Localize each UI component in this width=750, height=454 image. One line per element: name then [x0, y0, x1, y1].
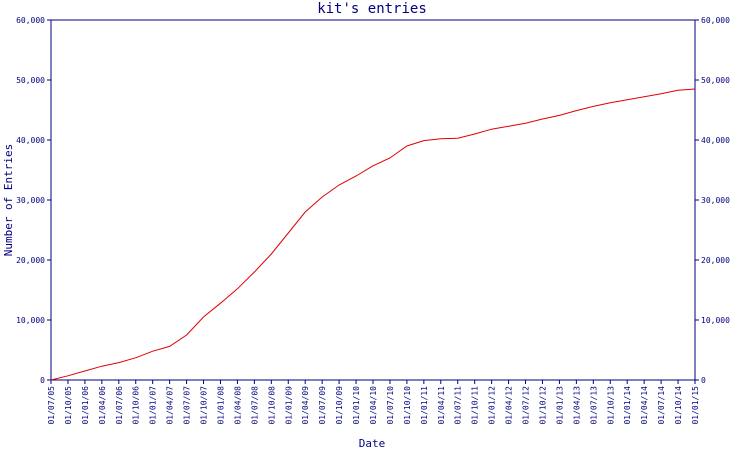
x-tick-label: 01/01/06: [81, 386, 90, 425]
x-tick-label: 01/04/09: [301, 386, 310, 425]
series-line: [50, 88, 696, 381]
plot-frame: [50, 19, 696, 381]
y-tick-label-right: 50,000: [701, 76, 730, 85]
x-tick-label: 01/04/06: [98, 386, 107, 425]
y-tick-label-right: 60,000: [701, 16, 730, 25]
y-axis-left: 0 10,000 20,000 30,000 40,000 50,000 60,000: [16, 16, 51, 385]
x-tick-label: 01/01/08: [216, 386, 225, 425]
x-tick-label: 01/10/05: [64, 386, 73, 425]
y-tick-label-left: 20,000: [16, 256, 45, 265]
x-tick-label: 01/10/07: [200, 386, 209, 425]
x-tick-label: 01/04/13: [572, 386, 581, 425]
x-tick-label: 01/10/14: [674, 386, 683, 425]
x-tick-label: 01/10/12: [538, 386, 547, 425]
x-tick-label: 01/10/10: [403, 386, 412, 425]
x-tick-label: 01/01/09: [284, 386, 293, 425]
y-tick-label-left: 10,000: [16, 316, 45, 325]
y-axis-label: Number of Entries: [2, 144, 15, 257]
y-tick-label-left: 30,000: [16, 196, 45, 205]
x-tick-label: 01/10/06: [132, 386, 141, 425]
x-tick-label: 01/01/13: [555, 386, 564, 425]
x-tick-label: 01/01/15: [691, 386, 700, 425]
y-tick-label-left: 0: [40, 376, 45, 385]
y-tick-label-left: 40,000: [16, 136, 45, 145]
x-tick-label: 01/04/07: [166, 386, 175, 425]
x-tick-label: 01/04/11: [437, 386, 446, 425]
y-tick-label-right: 0: [701, 376, 706, 385]
y-tick-label-right: 20,000: [701, 256, 730, 265]
x-tick-label: 01/10/11: [471, 386, 480, 425]
y-tick-label-right: 30,000: [701, 196, 730, 205]
x-tick-label: 01/07/11: [454, 386, 463, 425]
x-tick-label: 01/07/05: [47, 386, 56, 425]
x-tick-label: 01/01/14: [623, 386, 632, 425]
x-tick-label: 01/10/08: [267, 386, 276, 425]
x-tick-label: 01/07/08: [250, 386, 259, 425]
x-tick-label: 01/04/10: [369, 386, 378, 425]
y-tick-label-left: 50,000: [16, 76, 45, 85]
x-tick-label: 01/04/12: [505, 386, 514, 425]
x-tick-label: 01/01/10: [352, 386, 361, 425]
x-tick-label: 01/04/14: [640, 386, 649, 425]
y-tick-label-right: 10,000: [701, 316, 730, 325]
x-tick-label: 01/07/12: [522, 386, 531, 425]
y-tick-label-left: 60,000: [16, 16, 45, 25]
x-tick-label: 01/07/07: [183, 386, 192, 425]
y-tick-label-right: 40,000: [701, 136, 730, 145]
y-axis-right: 0 10,000 20,000 30,000 40,000 50,000 60,000: [695, 16, 730, 385]
x-tick-label: 01/10/13: [606, 386, 615, 425]
series-layer: [50, 88, 696, 381]
x-tick-label: 01/07/13: [589, 386, 598, 425]
x-tick-label: 01/07/10: [386, 386, 395, 425]
x-tick-label: 01/01/11: [420, 386, 429, 425]
x-tick-label: 01/07/06: [115, 386, 124, 425]
x-tick-label: 01/10/09: [335, 386, 344, 425]
x-tick-label: 01/04/08: [233, 386, 242, 425]
x-tick-label: 01/07/09: [318, 386, 327, 425]
x-axis-label: Date: [359, 437, 386, 450]
x-axis: 01/07/05 01/10/05 01/01/06 01/04/06 01/07/06…: [47, 380, 700, 425]
chart-title: kit's entries: [317, 1, 427, 17]
x-tick-label: 01/01/12: [488, 386, 497, 425]
x-tick-label: 01/07/14: [657, 386, 666, 425]
x-tick-label: 01/01/07: [149, 386, 158, 425]
